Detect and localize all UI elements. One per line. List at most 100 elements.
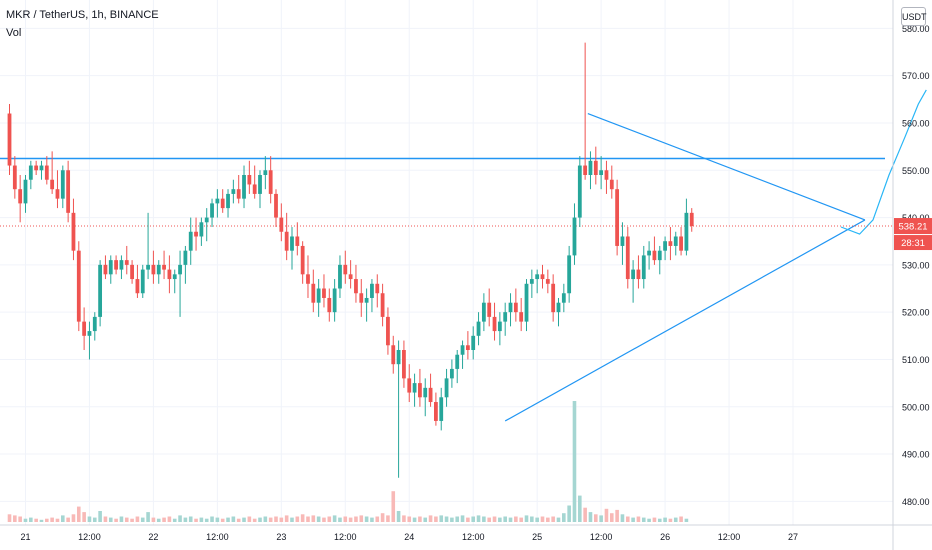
candle-body: [44, 165, 49, 180]
volume-bar: [466, 517, 470, 522]
candle-body: [311, 283, 316, 303]
candle: [146, 212, 150, 280]
volume-bar: [503, 516, 507, 522]
candle-body: [28, 165, 33, 180]
candle: [476, 312, 481, 346]
candle-body: [252, 184, 257, 194]
candle-body: [18, 189, 23, 204]
volume-bar: [647, 518, 651, 522]
candle-body: [577, 165, 582, 218]
candle: [641, 245, 646, 289]
candle: [215, 189, 220, 218]
candle: [481, 293, 486, 332]
candle-body: [322, 288, 326, 298]
candle: [354, 264, 358, 303]
volume-bar: [407, 516, 412, 522]
volume-bar: [76, 506, 81, 522]
volume-bar: [514, 516, 518, 522]
candle-body: [428, 387, 433, 403]
volume-bar: [562, 513, 566, 522]
candle: [370, 279, 374, 313]
projection-path: [840, 89, 927, 235]
candle: [679, 227, 683, 256]
candle-body: [290, 236, 294, 251]
candle-body: [412, 383, 417, 393]
volume-bar: [434, 516, 438, 522]
volume-bar: [508, 517, 513, 522]
volume-bar: [636, 516, 641, 522]
candle-body: [609, 179, 614, 190]
candle-body: [162, 264, 166, 270]
volume-bar: [183, 517, 188, 522]
candle: [375, 274, 380, 308]
x-tick-label: 12:00: [206, 532, 229, 542]
candle-body: [583, 165, 588, 175]
volume-bar: [252, 518, 257, 522]
candle-body: [364, 297, 369, 303]
volume-bar: [204, 518, 209, 522]
volume-bar: [578, 495, 582, 522]
candle: [55, 170, 60, 209]
candle: [364, 288, 369, 322]
volume-bar: [188, 516, 193, 522]
volume-bar: [135, 516, 140, 522]
candle: [332, 279, 337, 322]
candle-body: [114, 260, 118, 270]
volume-bar: [146, 512, 150, 522]
volume-bar: [295, 516, 300, 522]
volume-bar: [151, 517, 156, 522]
volume-bar: [652, 517, 657, 522]
candle-body: [263, 170, 268, 175]
x-tick-label: 21: [20, 532, 30, 542]
candle: [418, 368, 422, 407]
volume-bar: [18, 516, 22, 522]
candle-body: [497, 321, 502, 332]
volume-bar: [482, 516, 486, 522]
candle: [647, 241, 651, 270]
candle: [28, 160, 33, 190]
candle-body: [465, 345, 470, 350]
candle: [103, 255, 108, 280]
candle: [39, 160, 44, 180]
candle-body: [567, 255, 572, 294]
volume-bar: [657, 518, 662, 522]
x-tick-label: 12:00: [334, 532, 357, 542]
x-tick-label: 12:00: [78, 532, 101, 542]
volume-bar: [50, 517, 54, 522]
candle-body: [434, 402, 438, 421]
candle-body: [668, 241, 673, 246]
volume-bar: [327, 516, 332, 522]
candle: [226, 189, 230, 218]
candle-body: [210, 203, 214, 218]
candle-body: [140, 269, 145, 294]
volume-bar: [66, 517, 70, 522]
volume-bar: [471, 516, 476, 522]
volume-bar: [679, 516, 683, 522]
y-tick-label: 500.00: [902, 402, 930, 412]
candle: [460, 340, 465, 369]
currency-button[interactable]: USDT: [901, 7, 927, 26]
volume-bar: [290, 517, 294, 522]
trend-line: [504, 219, 866, 422]
candle: [263, 156, 268, 190]
y-tick-label: 530.00: [902, 260, 930, 270]
y-tick-label: 480.00: [902, 497, 930, 507]
candle-body: [391, 345, 396, 365]
candle-body: [487, 302, 492, 317]
candle: [114, 255, 118, 275]
candle: [7, 104, 12, 175]
volume-bar: [124, 517, 129, 522]
volume-bar: [220, 518, 225, 522]
candle-body: [535, 274, 540, 280]
candle-body: [513, 302, 518, 313]
trend-line: [587, 112, 866, 221]
candle: [140, 264, 145, 298]
volume-bar: [364, 516, 369, 522]
volume-indicator-label[interactable]: Vol: [6, 27, 22, 39]
candle: [615, 179, 620, 256]
candle-body: [631, 269, 636, 280]
volume-bar: [7, 514, 12, 522]
volume-bar: [460, 515, 465, 522]
volume-bar: [354, 516, 358, 522]
